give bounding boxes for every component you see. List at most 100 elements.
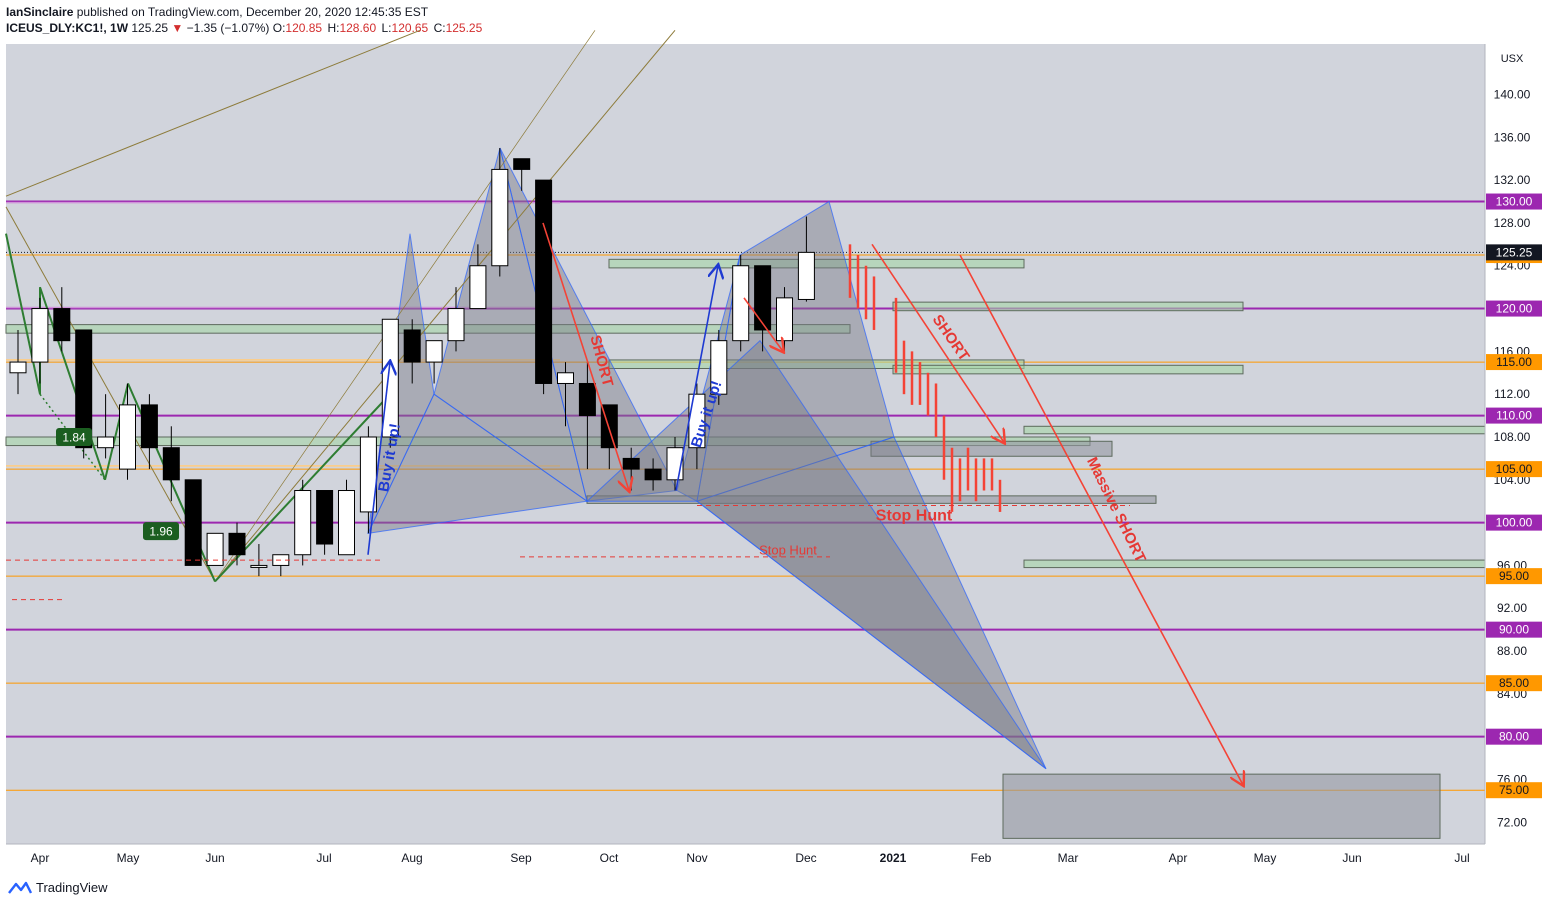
price-level-label: 110.00 (1496, 409, 1532, 423)
zone-rect (608, 258, 1025, 269)
price-tick-label: 132.00 (1494, 173, 1531, 187)
price-level-label: 120.00 (1496, 302, 1533, 316)
price-level-tag (1486, 354, 1542, 371)
candle-body (732, 265, 750, 342)
trendline (214, 30, 596, 582)
candle (316, 490, 334, 555)
time-tick-label: Jun (1342, 851, 1361, 865)
candle-body (140, 404, 158, 449)
price-level-label: 95.00 (1499, 569, 1529, 583)
fib-badge: 1.96 (143, 522, 179, 541)
candle (53, 287, 71, 352)
candle (797, 216, 815, 302)
price-level-tag (1486, 514, 1542, 531)
price-level-label: 90.00 (1499, 623, 1529, 637)
candle-body (557, 372, 574, 384)
candle-body (578, 382, 596, 417)
open-value: 120.85 (285, 21, 323, 35)
price-tick-label: 128.00 (1494, 216, 1531, 230)
candle (31, 297, 49, 384)
candle (557, 362, 574, 427)
price-level-tag (1486, 621, 1542, 638)
price-level-label: 115.00 (1496, 355, 1532, 369)
supply-demand-zones (5, 258, 1486, 839)
fib-badge-label: 1.84 (62, 430, 86, 444)
candle (425, 340, 443, 384)
stop-arrow (743, 297, 783, 352)
candle-body (535, 179, 553, 384)
candle (578, 362, 596, 470)
symbol-info: ICEUS_DLY:KC1!, 1W 125.25 ▼ −1.35 (−1.07… (6, 20, 484, 36)
candle-body (9, 361, 27, 374)
last-price-tag (1486, 244, 1542, 261)
candle-body (97, 436, 115, 449)
price-level-tag (1486, 193, 1542, 210)
candle-body (31, 308, 49, 363)
candle (535, 179, 553, 395)
price-level-tag (1486, 461, 1542, 478)
price-tick-label: 92.00 (1497, 601, 1527, 615)
candle (184, 479, 202, 566)
tradingview-logo-icon (8, 881, 32, 894)
time-tick-label: Jul (1454, 851, 1469, 865)
high-value: 128.60 (339, 21, 377, 35)
zone-rect (870, 440, 1113, 457)
low-label: L: (381, 21, 392, 35)
time-tick-label: Oct (600, 851, 619, 865)
time-tick-label: Aug (401, 851, 422, 865)
candle-body (250, 564, 268, 568)
candle (491, 148, 509, 277)
time-tick-label: May (117, 851, 140, 865)
candle-body (710, 340, 728, 395)
time-tick-label: Nov (686, 851, 707, 865)
candle-body (381, 318, 399, 438)
price-level-label: 80.00 (1499, 730, 1529, 744)
fib-badge-bg (56, 427, 92, 446)
price-level-tag (1486, 675, 1542, 692)
stop-hunt-label: Stop Hunt (876, 507, 953, 524)
massive-short-arrow (959, 254, 1243, 785)
candle-body (447, 308, 465, 342)
candle (119, 383, 136, 480)
price-axis[interactable] (1485, 44, 1546, 844)
chart-header: IanSinclaire published on TradingView.co… (6, 4, 484, 36)
zone-rect (892, 301, 1244, 312)
candle-body (403, 329, 421, 363)
symbol-name[interactable]: ICEUS_DLY:KC1!, 1W (6, 21, 129, 35)
candle-body (119, 404, 136, 470)
time-tick-label: Dec (795, 851, 816, 865)
low-value: 120.65 (391, 21, 429, 35)
drawings (6, 222, 1243, 785)
time-axis[interactable] (6, 844, 1485, 872)
candle (403, 319, 421, 384)
pattern-triangle (367, 393, 589, 534)
candle (359, 426, 377, 534)
price-tick-label: 140.00 (1494, 88, 1531, 102)
candle-body (622, 457, 640, 470)
price-level-label: 105.00 (1496, 462, 1533, 476)
price-level-tag (1486, 782, 1542, 799)
wave-line (104, 383, 129, 481)
price-level-label: 100.00 (1496, 516, 1533, 530)
close-value: 125.25 (445, 21, 483, 35)
price-axis-labels: 72.0076.0080.0084.0088.0092.0096.00100.0… (1486, 88, 1542, 829)
price-level-tag (1486, 300, 1542, 317)
wave-line (39, 286, 106, 481)
target-box (1002, 773, 1441, 839)
trendline (214, 29, 676, 582)
candle-body (206, 532, 224, 566)
price-tick-label: 88.00 (1497, 644, 1527, 658)
candle-body (776, 297, 793, 342)
buy-arrow (367, 362, 390, 555)
candle (754, 265, 772, 352)
footer-brand[interactable]: TradingView (36, 880, 108, 895)
candle-body (53, 308, 71, 342)
candle-body (797, 251, 815, 300)
candle-body (75, 329, 93, 449)
candle (97, 394, 115, 459)
price-level-label: 75.00 (1499, 783, 1529, 797)
candle (381, 318, 399, 448)
zone-rect (1023, 425, 1486, 435)
author-name[interactable]: IanSinclaire (6, 5, 74, 19)
